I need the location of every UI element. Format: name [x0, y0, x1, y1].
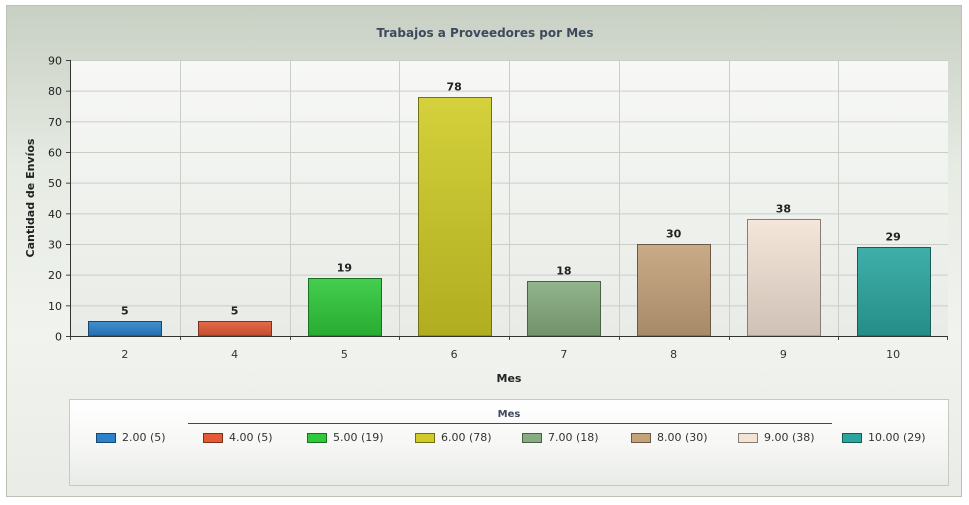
- data-label: 30: [666, 228, 682, 241]
- data-label: 19: [337, 262, 352, 275]
- x-tick-label: 10: [886, 348, 900, 361]
- y-tick-label: 20: [48, 269, 62, 282]
- legend-swatch: [738, 433, 758, 443]
- data-label: 18: [556, 265, 571, 278]
- y-tick-label: 50: [48, 177, 62, 190]
- x-tick-label: 4: [231, 348, 238, 361]
- chart-panel: Trabajos a Proveedores por Mes 0 10 20 30 40…: [6, 5, 962, 497]
- legend-label: 2.00 (5): [122, 431, 166, 444]
- data-label: 29: [885, 231, 900, 244]
- y-tick-label: 60: [48, 147, 62, 160]
- y-axis-title: Cantidad de Envíos: [24, 138, 37, 257]
- bar[interactable]: [857, 247, 931, 337]
- legend-swatch: [96, 433, 116, 443]
- legend-label: 4.00 (5): [229, 431, 273, 444]
- bar[interactable]: [747, 219, 821, 337]
- y-tick-label: 0: [55, 331, 62, 344]
- bar[interactable]: [418, 97, 492, 337]
- data-label: 38: [776, 203, 791, 216]
- legend-swatch: [415, 433, 435, 443]
- x-tick-label: 6: [451, 348, 458, 361]
- legend-swatch: [522, 433, 542, 443]
- x-tick-label: 5: [341, 348, 348, 361]
- bar[interactable]: [88, 321, 162, 337]
- x-tick-label: 8: [670, 348, 677, 361]
- legend-swatch: [842, 433, 862, 443]
- y-tick-label: 30: [48, 239, 62, 252]
- legend-items: 2.00 (5) 4.00 (5) 5.00 (19) 6.00 (78) 7.00 (…: [70, 430, 948, 448]
- legend-label: 9.00 (38): [764, 431, 815, 444]
- x-tick-label: 7: [560, 348, 567, 361]
- bar[interactable]: [308, 278, 382, 337]
- bar[interactable]: [527, 281, 601, 337]
- legend-swatch: [203, 433, 223, 443]
- x-tick-label: 2: [121, 348, 128, 361]
- legend-swatch: [307, 433, 327, 443]
- legend-label: 8.00 (30): [657, 431, 708, 444]
- y-tick-label: 70: [48, 116, 62, 129]
- data-label: 5: [121, 305, 129, 318]
- y-tick-label: 40: [48, 208, 62, 221]
- x-axis-title: Mes: [497, 372, 522, 385]
- data-label: 5: [231, 305, 239, 318]
- y-tick-label: 10: [48, 300, 62, 313]
- x-tick-label: 9: [780, 348, 787, 361]
- y-tick-label: 90: [48, 55, 62, 68]
- bar[interactable]: [637, 244, 711, 337]
- chart-title: Trabajos a Proveedores por Mes: [376, 26, 594, 40]
- data-label: 78: [446, 81, 461, 94]
- bar[interactable]: [198, 321, 272, 337]
- legend-label: 5.00 (19): [333, 431, 384, 444]
- legend-title: Mes: [497, 409, 521, 420]
- legend-label: 6.00 (78): [441, 431, 492, 444]
- bar-chart: 0 10 20 30 40 50 60 70 80 90 5 2 5 4 19 5 78 6 18 7 30 8 38 9 29…: [24, 55, 948, 385]
- legend-label: 10.00 (29): [868, 431, 926, 444]
- y-tick-label: 80: [48, 85, 62, 98]
- legend-swatch: [631, 433, 651, 443]
- legend-title-underline: [188, 423, 832, 424]
- legend-label: 7.00 (18): [548, 431, 599, 444]
- legend: Mes 2.00 (5) 4.00 (5) 5.00 (19) 6.00 (78) 7.…: [69, 399, 949, 486]
